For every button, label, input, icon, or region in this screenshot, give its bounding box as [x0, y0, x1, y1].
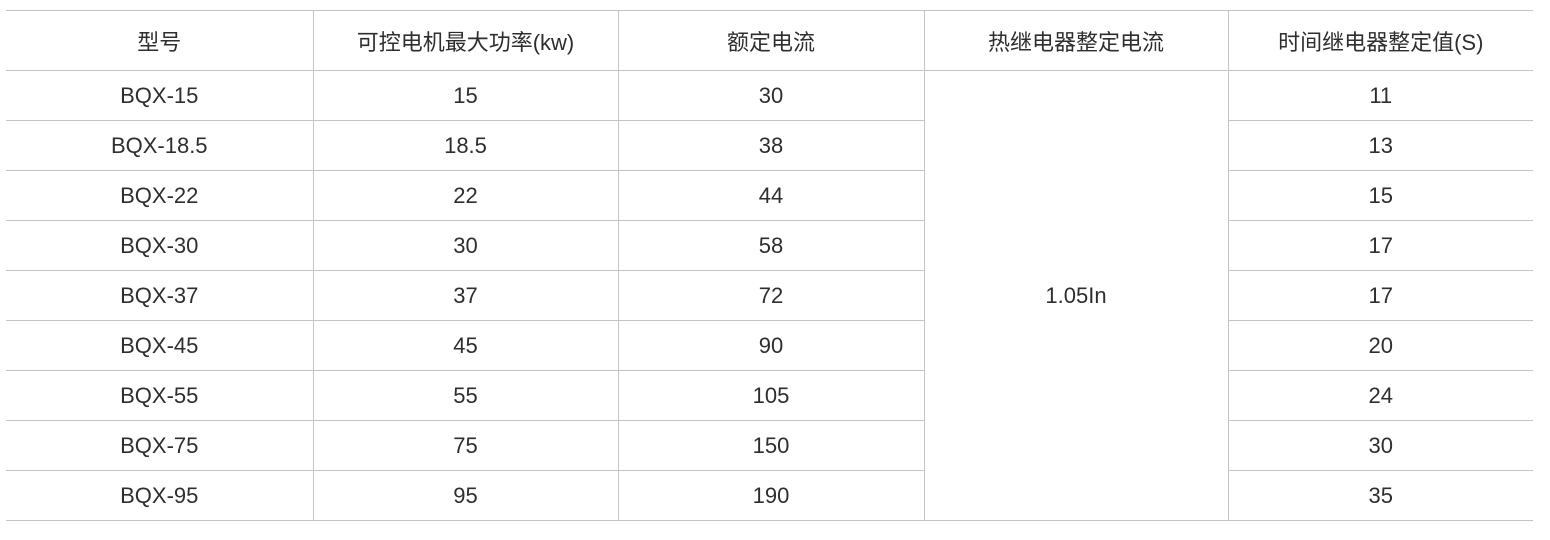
- cell-time: 24: [1227, 370, 1533, 421]
- cell-model: BQX-55: [6, 370, 313, 421]
- cell-current: 58: [617, 220, 924, 271]
- cell-current: 72: [617, 270, 924, 321]
- cell-power: 30: [312, 220, 618, 271]
- table-row: BQX-37 37 72 17: [6, 270, 1533, 321]
- cell-current: 105: [617, 370, 924, 421]
- cell-time: 11: [1227, 70, 1533, 121]
- cell-model: BQX-95: [6, 470, 313, 521]
- table-row: BQX-30 30 58 17: [6, 220, 1533, 271]
- cell-power: 22: [312, 170, 618, 221]
- cell-power: 45: [312, 320, 618, 371]
- cell-model: BQX-45: [6, 320, 313, 371]
- table-row: BQX-22 22 44 15: [6, 170, 1533, 221]
- header-model: 型号: [6, 10, 313, 71]
- cell-power: 15: [312, 70, 618, 121]
- cell-model: BQX-30: [6, 220, 313, 271]
- cell-current: 90: [617, 320, 924, 371]
- table-row: BQX-75 75 150 30: [6, 420, 1533, 471]
- header-row: 型号 可控电机最大功率(kw) 额定电流 热继电器整定电流 时间继电器整定值(S…: [6, 10, 1533, 71]
- cell-time: 15: [1227, 170, 1533, 221]
- cell-power: 37: [312, 270, 618, 321]
- cell-power: 75: [312, 420, 618, 471]
- spec-table: 型号 可控电机最大功率(kw) 额定电流 热继电器整定电流 时间继电器整定值(S…: [6, 10, 1533, 521]
- table-row: BQX-15 15 30 1.05In 11: [6, 70, 1533, 521]
- cell-model: BQX-18.5: [6, 120, 313, 171]
- header-power: 可控电机最大功率(kw): [312, 10, 618, 71]
- header-time-relay: 时间继电器整定值(S): [1227, 10, 1533, 71]
- header-thermal-relay: 热继电器整定电流: [923, 10, 1228, 71]
- header-current: 额定电流: [617, 10, 924, 71]
- cell-time: 30: [1227, 420, 1533, 471]
- cell-current: 38: [617, 120, 924, 171]
- cell-current: 30: [617, 70, 924, 121]
- cell-time: 17: [1227, 220, 1533, 271]
- cell-time: 35: [1227, 470, 1533, 521]
- cell-time: 13: [1227, 120, 1533, 171]
- cell-model: BQX-37: [6, 270, 313, 321]
- cell-current: 44: [617, 170, 924, 221]
- cell-current: 150: [617, 420, 924, 471]
- cell-model: BQX-22: [6, 170, 313, 221]
- table-row: BQX-45 45 90 20: [6, 320, 1533, 371]
- table-row: BQX-95 95 190 35: [6, 470, 1533, 521]
- cell-power: 95: [312, 470, 618, 521]
- cell-time: 20: [1227, 320, 1533, 371]
- cell-thermal-relay-setting: 1.05In: [923, 70, 1229, 521]
- cell-current: 190: [617, 470, 924, 521]
- table-row: BQX-18.5 18.5 38 13: [6, 120, 1533, 171]
- cell-model: BQX-75: [6, 420, 313, 471]
- cell-model: BQX-15: [6, 70, 313, 121]
- cell-time: 17: [1227, 270, 1533, 321]
- cell-power: 55: [312, 370, 618, 421]
- table-row: BQX-55 55 105 24: [6, 370, 1533, 421]
- cell-power: 18.5: [312, 120, 618, 171]
